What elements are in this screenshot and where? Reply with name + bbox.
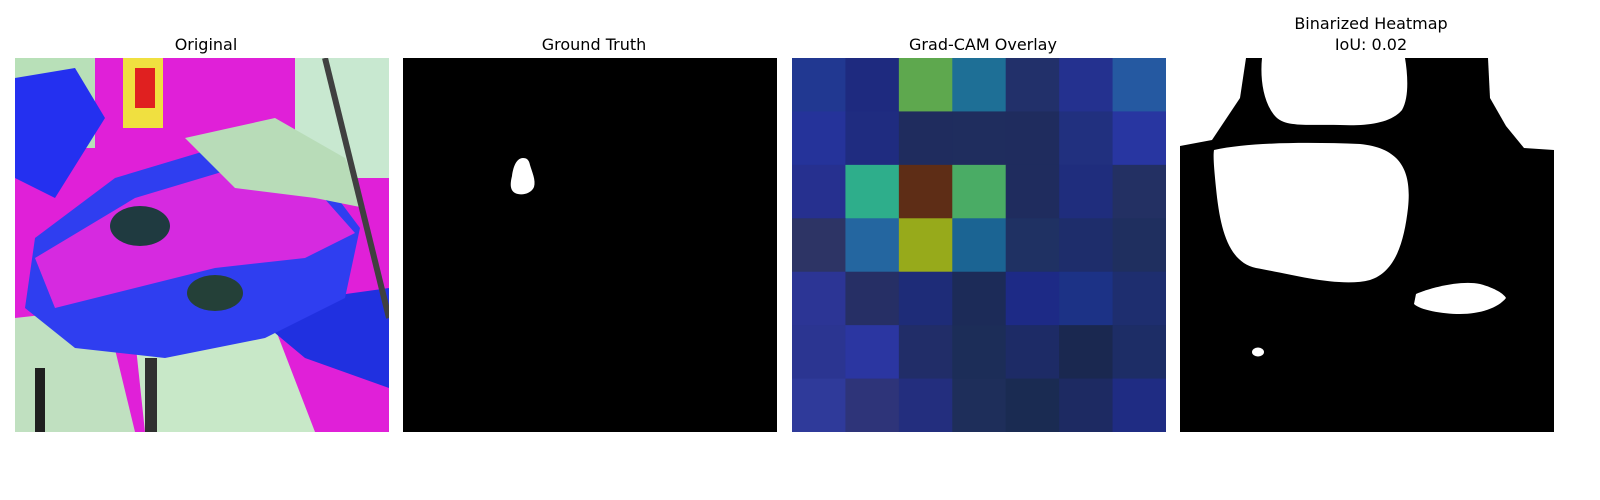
panel-title: Ground Truth <box>541 35 647 54</box>
gradcam-cell <box>1112 111 1166 166</box>
gradcam-cell <box>1005 164 1060 219</box>
panel-original: Original <box>15 0 397 500</box>
gradcam-cell <box>845 111 900 166</box>
gradcam-cell <box>952 325 1007 380</box>
gradcam-cell <box>845 378 900 432</box>
gradcam-cell <box>1112 271 1166 326</box>
gradcam-cell <box>952 111 1007 166</box>
gradcam-cell <box>1059 271 1114 326</box>
gradcam-cell <box>792 378 846 432</box>
gradcam-cell <box>1112 58 1166 112</box>
gradcam-cell <box>792 58 846 112</box>
gradcam-cell <box>898 58 953 112</box>
gradcam-cell <box>1112 378 1166 432</box>
gradcam-cell <box>952 271 1007 326</box>
original-image <box>15 58 397 440</box>
gradcam-cell <box>898 164 953 219</box>
gradcam-overlay <box>792 58 1174 440</box>
gradcam-cell <box>1059 325 1114 380</box>
gradcam-cell <box>845 164 900 219</box>
gradcam-cell <box>1112 325 1166 380</box>
gradcam-cell <box>898 218 953 273</box>
gradcam-cell <box>792 218 846 273</box>
panel-title: Binarized Heatmap <box>1294 14 1448 33</box>
panel-title: Original <box>174 35 238 54</box>
gradcam-cell <box>1005 271 1060 326</box>
original-image-drawing <box>15 58 389 432</box>
gradcam-cell <box>1005 218 1060 273</box>
gradcam-cell <box>792 325 846 380</box>
gradcam-cell <box>1059 111 1114 166</box>
gradcam-cell <box>952 58 1007 112</box>
gradcam-cell <box>898 378 953 432</box>
gradcam-cell <box>1005 58 1060 112</box>
ground-truth-drawing <box>403 58 777 432</box>
gradcam-cell <box>845 271 900 326</box>
gradcam-cell <box>952 378 1007 432</box>
gradcam-cell <box>845 58 900 112</box>
gradcam-cell <box>1059 218 1114 273</box>
gradcam-cell <box>1059 164 1114 219</box>
panel-title: Grad-CAM Overlay <box>909 35 1057 54</box>
iou-label: IoU: 0.02 <box>1334 35 1408 54</box>
gradcam-cell <box>1005 378 1060 432</box>
panel-gradcam: Grad-CAM Overlay <box>792 0 1174 500</box>
gradcam-cell <box>845 218 900 273</box>
gradcam-cell <box>1112 218 1166 273</box>
gradcam-cell <box>1059 58 1114 112</box>
gradcam-cell <box>792 164 846 219</box>
gradcam-cell <box>1112 164 1166 219</box>
gradcam-cell <box>952 218 1007 273</box>
gradcam-cell <box>792 271 846 326</box>
panel-ground-truth: Ground Truth <box>403 0 785 500</box>
binarized-heatmap-drawing <box>1180 58 1554 432</box>
gradcam-cell <box>1005 325 1060 380</box>
gradcam-cell <box>1005 111 1060 166</box>
gradcam-cell <box>952 164 1007 219</box>
ground-truth-mask <box>403 58 785 440</box>
binarized-heatmap <box>1180 58 1562 440</box>
gradcam-cell <box>792 111 846 166</box>
panel-binarized: Binarized Heatmap IoU: 0.02 <box>1180 0 1562 500</box>
gradcam-grid <box>792 58 1166 432</box>
gradcam-cell <box>1059 378 1114 432</box>
gradcam-cell <box>898 325 953 380</box>
gradcam-cell <box>845 325 900 380</box>
gradcam-cell <box>898 111 953 166</box>
gradcam-cell <box>898 271 953 326</box>
